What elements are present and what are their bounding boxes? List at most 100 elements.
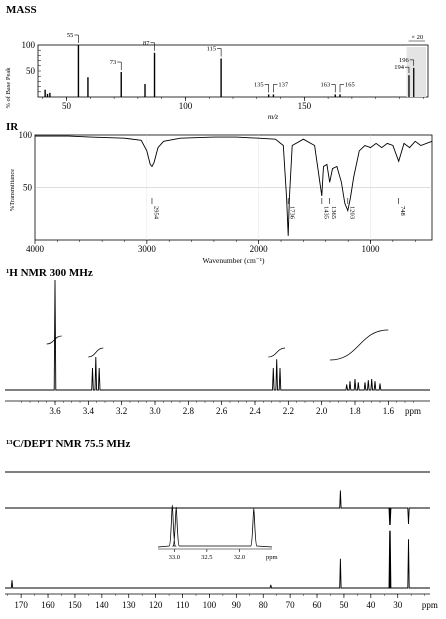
mass-plot-frame	[37, 44, 429, 98]
c-nmr-x-tick-label: 30	[393, 600, 403, 610]
ir-transmittance-line	[35, 135, 433, 236]
mass-y-tick-label: 50	[26, 66, 36, 76]
mass-zoom-peak-label: 196	[399, 57, 410, 64]
ir-annotation-label: 748	[399, 206, 406, 216]
h-nmr-integral-curve	[268, 347, 286, 358]
mass-y-tick-label: 100	[22, 40, 36, 50]
mass-zoom-background	[406, 47, 426, 97]
mass-peak-label: 137	[278, 81, 289, 88]
ir-x-axis-label: Wavenumber (cm⁻¹)	[202, 256, 265, 265]
h-nmr-x-tick-label: 2.6	[216, 406, 228, 416]
ir-peak-annotations: 2954 1736 1435 1365 1203 748	[151, 198, 406, 220]
mass-zoom-label-group: 196	[399, 57, 415, 66]
mass-x-tick-label: 50	[62, 101, 72, 111]
mass-spectrum-panel: MASS % of Base Peak 55 73 87 115 135 137 163 16…	[5, 4, 429, 121]
mass-zoom-peak-label: 194	[394, 64, 405, 71]
ir-annotation-label: 2954	[152, 206, 159, 220]
ir-spectrum-panel: IR %Transmittance 2954 1736 1435 1365 1203 74…	[6, 121, 433, 265]
h-nmr-x-tick-label: 2.8	[183, 406, 195, 416]
c-nmr-x-axis-label: ppm	[422, 600, 438, 610]
ir-x-tick-label: 4000	[26, 244, 45, 254]
ir-x-tick-label: 2000	[250, 244, 269, 254]
h-nmr-panel: ¹H NMR 300 MHz 3.6 3.4 3.2 3.0 2.8 2.6 2.4 2.2 2…	[5, 267, 430, 416]
h-nmr-x-tick-label: 1.6	[383, 406, 395, 416]
mass-y-ticks: 50 100	[22, 40, 36, 76]
h-nmr-x-tick-label: 3.6	[49, 406, 61, 416]
h-nmr-x-axis-label: ppm	[405, 406, 421, 416]
c-nmr-x-tick-label: 130	[122, 600, 136, 610]
mass-peak-label: 55	[67, 32, 74, 39]
c-nmr-x-tick-label: 170	[14, 600, 28, 610]
h-nmr-x-tick-label: 2.0	[316, 406, 328, 416]
ir-x-tick-label: 3000	[138, 244, 157, 254]
mass-x-tick-label: 150	[298, 101, 312, 111]
mass-peak-label: 163	[321, 81, 331, 88]
c-nmr-x-tick-label: 60	[313, 600, 323, 610]
dept135-trace	[5, 490, 430, 526]
h-nmr-x-ticks: 3.6 3.4 3.2 3.0 2.8 2.6 2.4 2.2 2.0 1.8 1.6	[21, 401, 414, 416]
mass-peak-label: 87	[143, 40, 150, 47]
c-nmr-inset-tick-label: 33.0	[169, 554, 180, 561]
mass-peak-labels: 55 73 87 115 135 137 163 165	[67, 32, 355, 93]
mass-title: MASS	[6, 4, 37, 16]
ir-gridlines	[35, 135, 432, 240]
ir-y-axis-label: %Transmittance	[9, 169, 16, 211]
mass-peak-label: 115	[207, 46, 217, 53]
mass-peak-label-group: 55	[67, 32, 79, 43]
c-nmr-inset-axis-label: ppm	[266, 554, 278, 561]
mass-y-gridlines	[38, 49, 41, 93]
ir-y-tick-label: 100	[19, 130, 33, 140]
h-nmr-title: ¹H NMR 300 MHz	[6, 267, 93, 279]
ir-annotation-label: 1365	[330, 206, 337, 219]
h-nmr-x-tick-label: 2.4	[249, 406, 261, 416]
ir-title: IR	[6, 121, 19, 133]
h-nmr-x-tick-label: 3.2	[116, 406, 127, 416]
c-nmr-x-tick-label: 90	[232, 600, 242, 610]
mass-peak-label-group: 115	[207, 46, 222, 57]
c-nmr-x-ticks: 170 160 150 140 130 120 110 100 90 80 70 60 50 40 30	[7, 594, 425, 610]
h-nmr-x-tick-label: 3.0	[149, 406, 161, 416]
h-nmr-x-tick-label: 3.4	[83, 406, 95, 416]
ir-annotation-label: 1203	[348, 206, 355, 219]
mass-zoom-factor: × 20	[411, 34, 423, 41]
mass-peaks	[44, 45, 415, 97]
mass-peak-label-group: 137	[273, 81, 289, 93]
ir-x-ticks: 4000 3000 2000 1000	[26, 240, 416, 254]
c-nmr-inset-tick-label: 32.5	[201, 554, 212, 561]
c-nmr-x-tick-label: 80	[259, 600, 269, 610]
h-nmr-integral-curve	[46, 335, 62, 345]
c-nmr-inset-spectrum	[157, 504, 273, 548]
c-nmr-x-tick-label: 110	[176, 600, 190, 610]
h-nmr-integral-curve	[329, 329, 389, 361]
c-nmr-x-tick-label: 70	[286, 600, 296, 610]
ir-y-tick-label: 50	[23, 183, 33, 193]
mass-y-axis-label: % of Base Peak	[5, 67, 12, 109]
mass-x-tick-label: 100	[179, 101, 193, 111]
mass-peak-label-group: 73	[110, 59, 122, 71]
c-nmr-inset-tick-label: 32.0	[234, 554, 245, 561]
h-nmr-x-tick-label: 1.8	[349, 406, 361, 416]
mass-peak-label: 135	[254, 81, 264, 88]
c-nmr-x-tick-label: 50	[339, 600, 349, 610]
c-nmr-x-tick-label: 100	[203, 600, 217, 610]
mass-peak-label: 165	[345, 81, 355, 88]
c-nmr-x-tick-label: 40	[366, 600, 376, 610]
ir-x-tick-label: 1000	[361, 244, 380, 254]
h-nmr-x-tick-label: 2.2	[283, 406, 294, 416]
ir-annotation-label: 1736	[289, 206, 296, 220]
mass-x-axis-label: m/z	[268, 112, 279, 121]
h-nmr-spectrum-line	[5, 279, 430, 391]
c-nmr-panel: ¹³C/DEPT NMR 75.5 MHz 33.0 32.5 32.0 ppm 17…	[5, 438, 438, 610]
c-nmr-x-tick-label: 120	[149, 600, 163, 610]
c-nmr-inset: 33.0 32.5 32.0 ppm	[157, 504, 278, 561]
c-nmr-x-tick-label: 160	[41, 600, 55, 610]
c-nmr-x-tick-label: 150	[68, 600, 82, 610]
h-nmr-integral-curve	[88, 347, 104, 358]
mass-x-ticks: 50 100 150	[42, 97, 424, 111]
carbon-spectrum-line	[5, 530, 430, 589]
c-nmr-title: ¹³C/DEPT NMR 75.5 MHz	[6, 438, 130, 450]
ir-annotation-label: 1435	[322, 206, 329, 219]
c-nmr-x-tick-label: 140	[95, 600, 109, 610]
mass-peak-label: 73	[110, 59, 117, 66]
